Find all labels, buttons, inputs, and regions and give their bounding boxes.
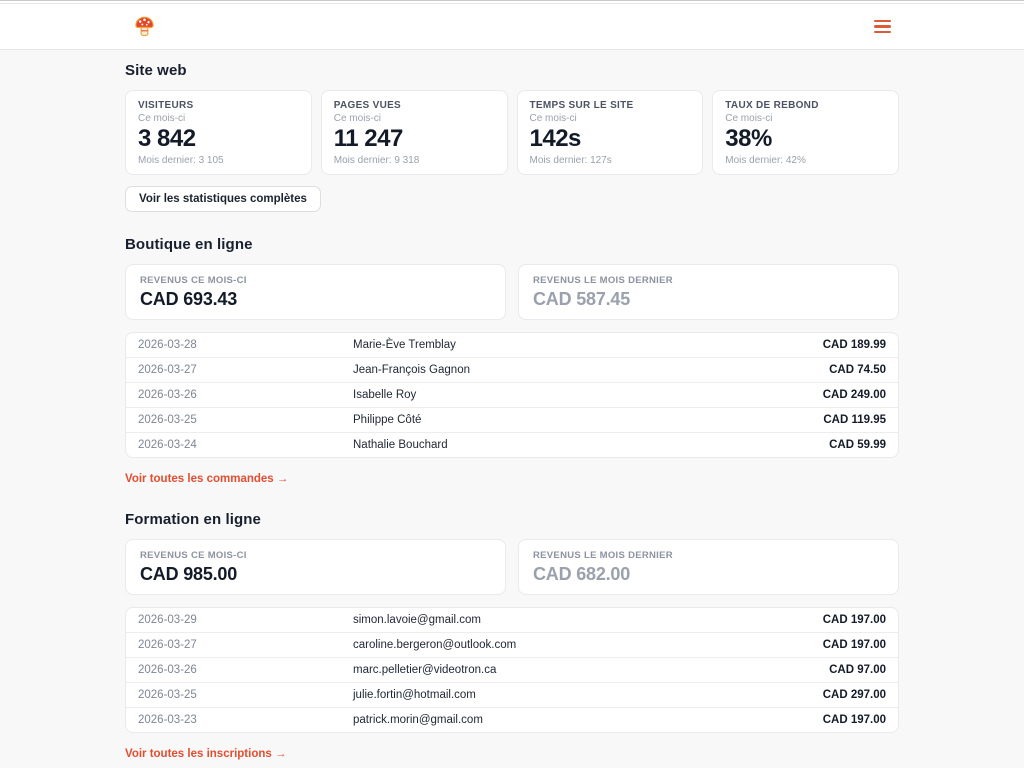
stat-value: 38% — [725, 125, 772, 152]
main-content: Site web VISITEURS Ce mois-ci 3 842 Mois… — [125, 50, 899, 762]
stat-value: 3 842 — [138, 125, 196, 152]
hamburger-bar — [874, 30, 891, 34]
stat-card: PAGES VUES Ce mois-ci 11 247 Mois dernie… — [320, 90, 508, 175]
stat-previous: Mois dernier: 42% — [725, 155, 806, 166]
registration-email: caroline.bergeron@outlook.com — [353, 639, 517, 651]
stat-sublabel: Ce mois-ci — [529, 113, 577, 124]
formation-title: Formation en ligne — [125, 511, 261, 528]
order-date: 2026-03-26 — [138, 389, 197, 401]
orders-table: 2026-03-28 Marie-Ève Tremblay CAD 189.99… — [125, 332, 899, 458]
section-site-web: Site web VISITEURS Ce mois-ci 3 842 Mois… — [125, 62, 899, 212]
order-amount: CAD 59.99 — [829, 439, 886, 451]
hamburger-menu-icon[interactable] — [874, 19, 899, 34]
stat-value: 142s — [529, 125, 582, 152]
order-row: 2026-03-24 Nathalie Bouchard CAD 59.99 — [126, 433, 898, 457]
registration-email: marc.pelletier@videotron.ca — [353, 664, 497, 676]
header — [0, 4, 1024, 50]
section-formation: Formation en ligne REVENUS CE MOIS-CI CA… — [125, 511, 899, 762]
registration-row: 2026-03-23 patrick.morin@gmail.com CAD 1… — [126, 708, 898, 732]
stat-label: VISITEURS — [138, 100, 194, 111]
header-inner — [125, 15, 899, 38]
boutique-revenue-grid: REVENUS CE MOIS-CI CAD 693.43 REVENUS LE… — [125, 264, 899, 320]
order-row: 2026-03-26 Isabelle Roy CAD 249.00 — [126, 383, 898, 408]
revenue-current-value: CAD 985.00 — [140, 564, 238, 584]
registration-date: 2026-03-23 — [138, 714, 197, 726]
registration-amount: CAD 197.00 — [822, 639, 886, 651]
revenue-previous-value: CAD 587.45 — [533, 289, 631, 309]
stat-label: TAUX DE REBOND — [725, 100, 819, 111]
view-all-orders-link[interactable]: Voir toutes les commandes → — [125, 473, 289, 485]
registration-row: 2026-03-27 caroline.bergeron@outlook.com… — [126, 633, 898, 658]
hamburger-bar — [874, 25, 891, 28]
order-customer-name: Nathalie Bouchard — [353, 439, 448, 451]
order-amount: CAD 189.99 — [822, 339, 886, 351]
order-amount: CAD 119.95 — [823, 414, 886, 426]
registration-amount: CAD 197.00 — [822, 714, 886, 726]
registration-date: 2026-03-25 — [138, 689, 197, 701]
order-customer-name: Jean-François Gagnon — [353, 364, 470, 376]
registration-row: 2026-03-25 julie.fortin@hotmail.com CAD … — [126, 683, 898, 708]
revenue-previous-value: CAD 682.00 — [533, 564, 631, 584]
order-amount: CAD 249.00 — [822, 389, 886, 401]
revenue-current-label: REVENUS CE MOIS-CI — [140, 275, 247, 286]
registration-email: simon.lavoie@gmail.com — [353, 614, 481, 626]
section-boutique: Boutique en ligne REVENUS CE MOIS-CI CAD… — [125, 236, 899, 487]
stat-card: VISITEURS Ce mois-ci 3 842 Mois dernier:… — [125, 90, 312, 175]
order-date: 2026-03-27 — [138, 364, 197, 376]
registration-date: 2026-03-26 — [138, 664, 197, 676]
registration-amount: CAD 197.00 — [822, 614, 886, 626]
registration-amount: CAD 297.00 — [822, 689, 886, 701]
formation-revenue-grid: REVENUS CE MOIS-CI CAD 985.00 REVENUS LE… — [125, 539, 899, 595]
view-all-registrations-link[interactable]: Voir toutes les inscriptions → — [125, 748, 287, 760]
mushroom-icon — [135, 16, 154, 37]
site-web-title: Site web — [125, 62, 187, 79]
boutique-revenue-previous-card: REVENUS LE MOIS DERNIER CAD 587.45 — [518, 264, 899, 320]
stat-card: TAUX DE REBOND Ce mois-ci 38% Mois derni… — [712, 90, 899, 175]
top-strip — [0, 0, 1024, 4]
order-customer-name: Marie-Ève Tremblay — [353, 339, 456, 351]
stat-label: TEMPS SUR LE SITE — [529, 100, 634, 111]
stat-previous: Mois dernier: 9 318 — [333, 155, 420, 166]
view-full-stats-button[interactable]: Voir les statistiques complètes — [125, 186, 321, 212]
stat-sublabel: Ce mois-ci — [725, 113, 773, 124]
order-date: 2026-03-24 — [138, 439, 197, 451]
stat-card: TEMPS SUR LE SITE Ce mois-ci 142s Mois d… — [516, 90, 704, 175]
hamburger-bar — [874, 19, 891, 23]
stat-sublabel: Ce mois-ci — [333, 113, 381, 124]
order-date: 2026-03-28 — [138, 339, 197, 351]
stat-label: PAGES VUES — [333, 100, 402, 111]
boutique-title: Boutique en ligne — [125, 236, 253, 253]
registration-row: 2026-03-26 marc.pelletier@videotron.ca C… — [126, 658, 898, 683]
stat-value: 11 247 — [333, 125, 404, 152]
order-date: 2026-03-25 — [138, 414, 197, 426]
formation-revenue-previous-card: REVENUS LE MOIS DERNIER CAD 682.00 — [518, 539, 899, 595]
formation-revenue-current-card: REVENUS CE MOIS-CI CAD 985.00 — [125, 539, 506, 595]
registration-email: julie.fortin@hotmail.com — [353, 689, 476, 701]
stat-previous: Mois dernier: 3 105 — [138, 155, 224, 166]
order-amount: CAD 74.50 — [829, 364, 886, 376]
revenue-previous-label: REVENUS LE MOIS DERNIER — [533, 550, 673, 561]
order-row: 2026-03-27 Jean-François Gagnon CAD 74.5… — [126, 358, 898, 383]
revenue-current-value: CAD 693.43 — [140, 289, 238, 309]
boutique-revenue-current-card: REVENUS CE MOIS-CI CAD 693.43 — [125, 264, 506, 320]
registration-date: 2026-03-27 — [138, 639, 197, 651]
registration-amount: CAD 97.00 — [829, 664, 886, 676]
revenue-previous-label: REVENUS LE MOIS DERNIER — [533, 275, 673, 286]
mushroom-logo-icon[interactable] — [125, 15, 156, 38]
registration-date: 2026-03-29 — [138, 614, 197, 626]
registrations-table: 2026-03-29 simon.lavoie@gmail.com CAD 19… — [125, 607, 899, 733]
stat-previous: Mois dernier: 127s — [529, 155, 612, 166]
order-row: 2026-03-25 Philippe Côté CAD 119.95 — [126, 408, 898, 433]
registration-email: patrick.morin@gmail.com — [353, 714, 483, 726]
registration-row: 2026-03-29 simon.lavoie@gmail.com CAD 19… — [126, 608, 898, 633]
stat-sublabel: Ce mois-ci — [138, 113, 186, 124]
order-row: 2026-03-28 Marie-Ève Tremblay CAD 189.99 — [126, 333, 898, 358]
revenue-current-label: REVENUS CE MOIS-CI — [140, 550, 247, 561]
order-customer-name: Philippe Côté — [353, 414, 422, 426]
order-customer-name: Isabelle Roy — [353, 389, 417, 401]
stats-grid: VISITEURS Ce mois-ci 3 842 Mois dernier:… — [125, 90, 899, 175]
